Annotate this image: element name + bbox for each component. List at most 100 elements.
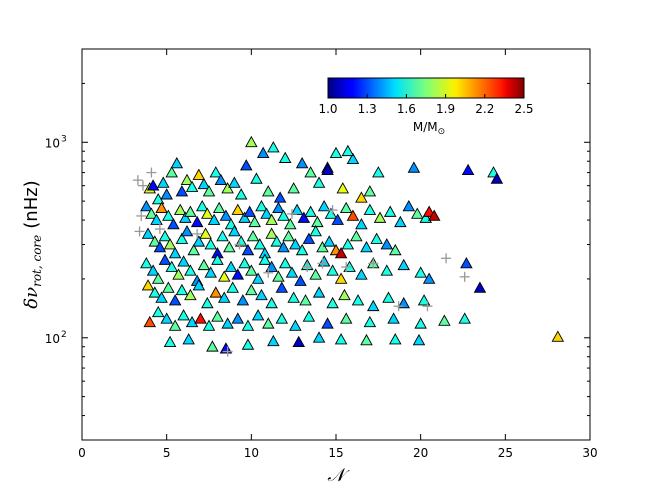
data-point-triangle [324,207,338,219]
data-point-triangle [270,235,283,247]
data-point-triangle [241,319,255,331]
colorbar-tick-label: 1.9 [436,102,455,116]
data-point-triangle [146,179,160,191]
data-point-triangle [211,253,224,265]
data-point-triangle [460,257,473,269]
data-point-triangle [339,201,353,214]
colorbar-label-sub: ⊙ [438,127,446,137]
data-point-triangle [162,281,175,293]
data-point-triangle [265,227,278,239]
data-point-triangle [346,152,360,164]
data-point-triangle [412,333,426,346]
data-point-triangle [265,296,278,309]
data-point-triangle [248,215,261,228]
data-point-triangle [177,309,190,321]
data-point-triangle [256,146,270,158]
data-point-triangle [334,247,348,259]
x-tick-label: 5 [163,446,171,460]
x-tick-label: 15 [328,446,343,460]
data-point-triangle [355,191,368,203]
x-tick-label: 0 [78,446,86,460]
data-point-triangle [331,213,344,225]
data-point-triangle [273,191,287,203]
data-point-triangle [221,182,234,194]
data-point-triangle [141,227,155,239]
y-tick-exponent: 2 [61,330,67,340]
data-point-triangle [236,294,250,306]
data-point-triangle [326,264,339,276]
colorbar-gradient [327,77,525,99]
colorbar: 1.0 1.3 1.6 1.9 2.2 2.5 M/M⊙ [318,77,534,137]
data-point-triangle [223,240,236,253]
data-point-triangle [312,176,326,188]
data-point-plus [459,271,470,282]
data-point-triangle [234,188,248,200]
data-point-triangle [201,207,214,219]
data-point-triangle [411,207,424,219]
data-point-triangle [316,240,329,253]
data-point-triangle [255,199,268,212]
data-point-triangle [173,203,187,215]
data-point-triangle [224,260,238,272]
data-point-triangle [473,281,487,293]
data-point-triangle [422,272,436,284]
data-point-triangle [165,260,179,272]
data-point-triangle [148,286,162,298]
data-point-triangle [336,182,350,194]
data-point-plus [302,262,313,273]
data-point-triangle [211,310,224,322]
data-point-triangle [201,296,214,309]
data-point-triangle [341,238,355,250]
data-point-triangle [387,312,400,324]
ylabel-subscript: rot, core [30,235,44,287]
data-point-triangle [267,334,280,347]
data-point-triangle [490,172,504,184]
data-point-triangle [251,272,265,284]
ylabel-symbol: δν [21,287,42,309]
data-point-triangle [302,232,316,244]
data-point-triangle [209,166,223,178]
data-point-triangle [304,166,317,178]
data-point-triangle [179,211,192,223]
data-point-triangle [295,243,309,256]
data-point-triangle [282,229,295,242]
data-point-triangle [146,264,160,276]
data-point-triangle [278,151,292,163]
data-point-triangle [272,270,285,282]
data-point-triangle [175,283,189,296]
data-point-triangle [272,201,285,214]
data-point-triangle [275,281,289,293]
data-point-triangle [246,229,260,242]
data-point-triangle [382,291,395,303]
data-point-triangle [185,180,199,192]
data-point-triangle [243,205,256,217]
colorbar-tick-label: 1.0 [318,102,337,116]
data-point-triangle [265,213,278,225]
data-point-triangle [197,258,211,271]
data-point-triangle [287,182,300,194]
data-point-triangle [360,240,373,253]
data-point-triangle [140,257,153,269]
data-point-triangle [165,166,179,178]
data-point-triangle [148,235,162,247]
data-point-triangle [228,176,241,188]
data-point-plus [263,267,274,278]
data-point-triangle [253,238,267,250]
data-point-plus [441,253,452,264]
data-point-triangle [355,268,368,280]
data-point-triangle [168,319,182,331]
data-point-plus [422,301,433,312]
data-point-triangle [231,312,245,324]
data-point-triangle [241,243,255,256]
data-point-triangle [312,331,326,343]
data-point-triangle [326,296,339,309]
data-point-triangle [380,238,394,250]
data-point-triangle [373,211,387,223]
data-point-triangle [151,272,165,284]
data-point-triangle [184,264,197,276]
data-point-triangle [290,203,304,215]
data-point-triangle [299,294,312,306]
data-point-triangle [214,173,228,186]
